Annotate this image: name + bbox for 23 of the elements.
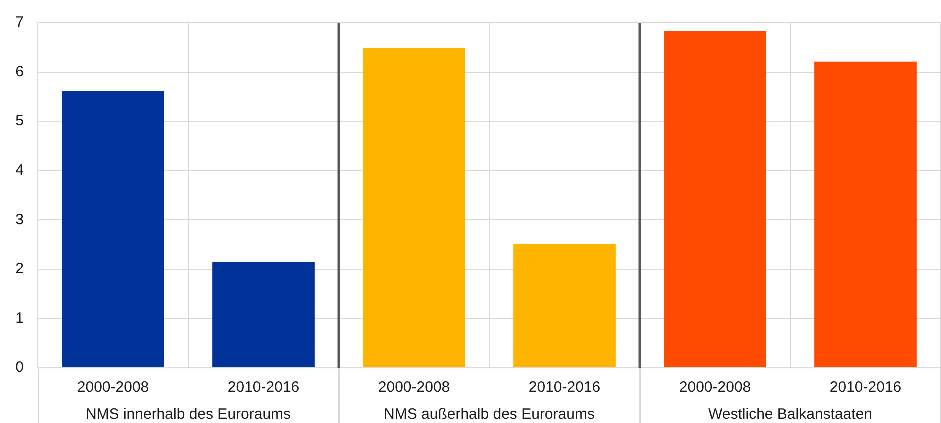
bar [664, 31, 766, 368]
y-tick-label: 2 [16, 260, 24, 278]
x-tick-label: 2010-2016 [830, 379, 902, 396]
bar [363, 48, 466, 368]
y-tick-label: 7 [16, 14, 24, 32]
x-tick-label: 2000-2008 [378, 379, 450, 396]
x-tick-label: 2000-2008 [679, 379, 752, 396]
y-tick-label: 4 [16, 162, 24, 179]
bar [814, 62, 917, 368]
text: NMS außerhalb des Euroraums [384, 406, 595, 423]
text: Westliche Balkanstaaten [708, 406, 872, 423]
y-tick-label: 6 [16, 63, 24, 80]
x-tick-label: 2000-2008 [77, 379, 150, 396]
bar [212, 262, 315, 368]
text: NMS innerhalb des Euroraums [86, 406, 292, 423]
y-tick-label: 5 [16, 112, 24, 130]
bar [514, 244, 616, 368]
x-tick-label: 2010-2016 [228, 379, 300, 396]
x-tick-label: 2010-2016 [528, 379, 601, 396]
y-tick-label: 0 [16, 359, 24, 376]
bar [62, 91, 164, 368]
y-tick-label: 1 [16, 310, 24, 327]
y-tick-label: 3 [16, 211, 24, 228]
